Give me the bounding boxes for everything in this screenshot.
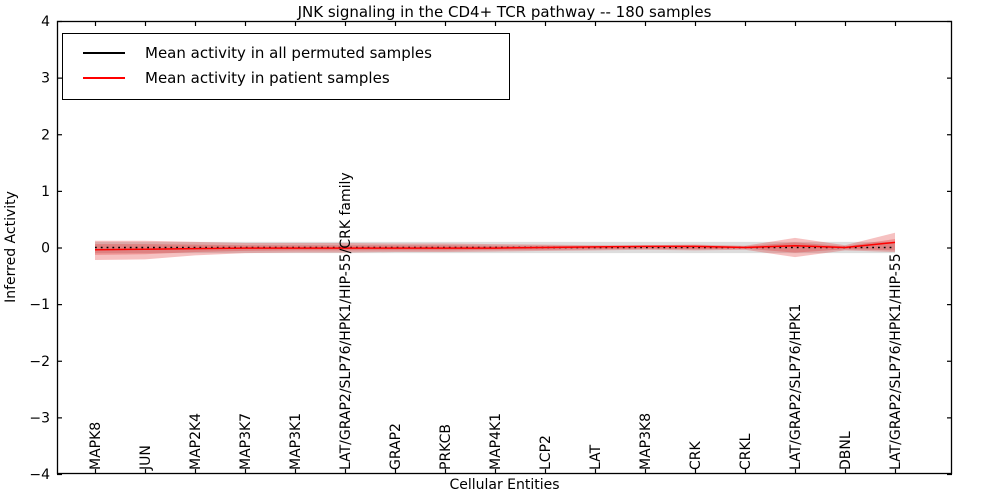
y-axis-ticks xyxy=(57,20,952,476)
x-tick-label: LAT xyxy=(588,444,604,470)
x-tick-label: CRK xyxy=(688,440,704,470)
x-tick-label: CRKL xyxy=(738,433,754,470)
x-axis-label: Cellular Entities xyxy=(449,477,560,493)
legend-line-icon xyxy=(83,52,125,54)
x-tick-label: JUN xyxy=(138,445,154,471)
x-tick-label: MAP2K4 xyxy=(188,413,204,470)
y-tick-label: 4 xyxy=(41,14,50,30)
legend-label: Mean activity in patient samples xyxy=(145,69,390,87)
x-tick-label: GRAP2 xyxy=(388,423,404,470)
x-tick-label: LAT/GRAP2/SLP76/HPK1/HIP-55/CRK family xyxy=(338,172,354,470)
x-tick-label: DBNL xyxy=(838,431,854,470)
x-tick-label: PRKCB xyxy=(438,424,454,470)
legend-label: Mean activity in all permuted samples xyxy=(145,44,432,62)
x-tick-label: MAP3K1 xyxy=(288,413,304,470)
y-tick-label: −2 xyxy=(29,354,50,370)
x-tick-label: MAP3K7 xyxy=(238,413,254,470)
x-tick-label: LAT/GRAP2/SLP76/HPK1/HIP-55 xyxy=(888,253,904,470)
x-axis-ticks xyxy=(94,21,897,474)
series-line xyxy=(94,241,896,251)
band-patient-samples-range-outer xyxy=(95,232,895,260)
legend: Mean activity in all permuted samples Me… xyxy=(62,33,510,100)
x-tick-label: MAP4K1 xyxy=(488,413,504,470)
y-tick-label: −1 xyxy=(29,297,50,313)
y-tick-label: 0 xyxy=(41,241,50,257)
y-tick-label: 2 xyxy=(41,127,50,143)
x-tick-labels: MAPK8 JUN MAP2K4 MAP3K7 MAP3K1 LAT/GRAP2/SLP7… xyxy=(88,172,904,471)
x-tick-label: LAT/GRAP2/SLP76/HPK1 xyxy=(788,304,804,470)
x-tick-label: MAPK8 xyxy=(88,422,104,470)
y-tick-label: 3 xyxy=(41,71,50,87)
chart-title: JNK signaling in the CD4+ TCR pathway --… xyxy=(297,3,712,21)
y-axis-label: Inferred Activity xyxy=(3,191,19,303)
y-tick-label: −4 xyxy=(29,467,50,483)
x-tick-label: MAP3K8 xyxy=(638,413,654,470)
y-tick-label: 1 xyxy=(41,184,50,200)
y-tick-labels: 4 3 2 1 0 −1 −2 −3 −4 xyxy=(29,14,50,483)
legend-line-icon xyxy=(83,77,125,79)
band-patient-samples-range-inner xyxy=(95,239,895,255)
legend-entry-patient: Mean activity in patient samples xyxy=(63,66,509,91)
legend-entry-permuted: Mean activity in all permuted samples xyxy=(63,41,509,66)
y-tick-label: −3 xyxy=(29,410,50,426)
x-tick-label: LCP2 xyxy=(538,435,554,470)
